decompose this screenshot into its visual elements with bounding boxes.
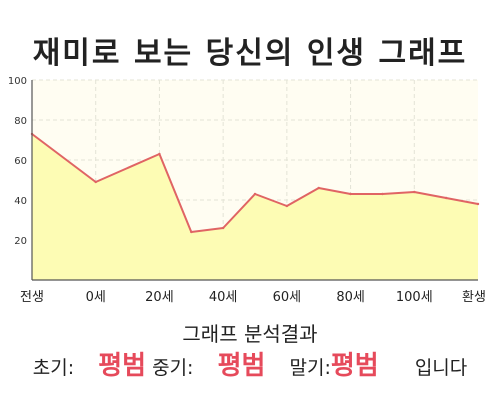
data-point: [317, 186, 320, 190]
x-tick-label: 100세: [396, 290, 433, 305]
data-point: [381, 192, 384, 196]
middle-value: 평범: [217, 351, 266, 381]
data-point: [253, 192, 257, 196]
early-label: 초기:: [32, 357, 75, 379]
middle-label: 중기:: [152, 357, 194, 379]
x-tick-label: 40세: [209, 290, 238, 305]
late-value: 평범: [330, 351, 379, 381]
data-point: [413, 190, 416, 194]
x-tick-label: 환생: [462, 290, 486, 305]
data-point: [476, 202, 480, 206]
y-tick-label: 80: [14, 116, 27, 127]
y-tick-label: 60: [14, 156, 27, 167]
y-tick-label: 40: [14, 196, 27, 207]
result-summary: 초기: 평범 중기: 평범 말기:평범 입니다: [0, 345, 500, 382]
data-point: [444, 196, 448, 200]
x-tick-label: 0세: [86, 290, 106, 305]
data-point: [190, 230, 193, 234]
data-point: [349, 192, 352, 196]
life-graph-chart: 20 40 60 80 100 전생 0세 20세 40세 60세 80세 100세 환생: [8, 76, 486, 305]
late-label: 말기:: [289, 357, 331, 379]
x-tick-label: 전생: [20, 290, 44, 305]
early-value: 평범: [98, 351, 147, 381]
x-tick-label: 20세: [145, 290, 174, 305]
data-point: [158, 152, 161, 156]
data-point: [285, 204, 289, 208]
chart-title: 재미로 보는 당신의 인생 그래프: [32, 36, 468, 71]
y-tick-label: 100: [8, 76, 27, 87]
area-fill: [32, 134, 478, 280]
data-point: [94, 180, 97, 184]
x-tick-label: 80세: [336, 290, 365, 305]
result-suffix: 입니다: [414, 357, 468, 379]
result-heading: 그래프 분석결과: [182, 322, 318, 346]
y-tick-label: 20: [14, 236, 27, 247]
x-tick-label: 60세: [273, 290, 302, 305]
data-point: [221, 226, 225, 230]
